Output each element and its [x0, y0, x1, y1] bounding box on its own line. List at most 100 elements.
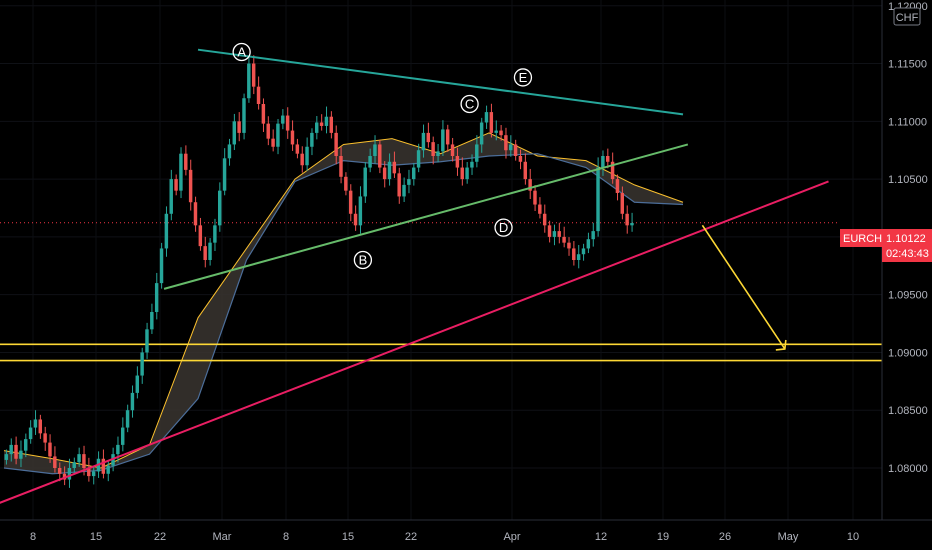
wave-label-circle	[232, 42, 251, 62]
candle-body	[601, 156, 605, 168]
arrow-shaft	[701, 224, 786, 350]
candle-body	[82, 454, 86, 468]
candle-body	[450, 144, 455, 156]
candle-body	[72, 462, 76, 468]
time-tick-label: May	[778, 531, 799, 543]
candle-body	[150, 312, 154, 330]
candle-body	[475, 144, 479, 162]
candle-body	[533, 190, 537, 205]
symbol-badge-text: EURCHF	[843, 233, 889, 245]
candle-body	[38, 419, 42, 434]
candle-body	[179, 153, 183, 191]
currency-badge[interactable]	[893, 7, 921, 26]
price-tick-label: 1.08500	[888, 405, 928, 417]
last-price-text: 1.10122	[886, 233, 926, 245]
price-tick-label: 1.08000	[888, 463, 928, 475]
candle-body	[513, 144, 518, 156]
candle-body	[237, 121, 241, 133]
time-axis-panel[interactable]	[0, 520, 932, 550]
candle-body	[441, 129, 445, 152]
time-tick-label: 8	[30, 531, 36, 543]
candle-body	[251, 63, 256, 87]
candle-body	[412, 167, 416, 180]
candle-body	[373, 144, 377, 156]
span-b-line	[3, 153, 684, 475]
candle-body	[567, 242, 571, 249]
candle-body	[125, 410, 130, 428]
candle-body	[382, 167, 387, 180]
candle-body	[276, 123, 280, 147]
projection-arrow	[701, 224, 787, 351]
candle-body	[421, 132, 426, 151]
candle-body	[591, 231, 595, 240]
candle-body	[281, 115, 285, 124]
candle-body	[547, 225, 552, 237]
candle-body	[557, 231, 561, 237]
wave-label-a: A	[237, 45, 246, 60]
candle-body	[397, 173, 401, 197]
candle-body	[610, 161, 615, 180]
chart-grid	[0, 0, 882, 520]
time-tick-label: 19	[657, 531, 669, 543]
candle-body	[479, 122, 484, 145]
candle-body	[329, 116, 333, 133]
candle-body	[552, 231, 557, 237]
candle-body	[630, 223, 634, 226]
candle-body	[509, 144, 513, 151]
candle-body	[218, 190, 222, 226]
candle-body	[538, 204, 542, 214]
time-axis-ticks: 8 15 22 Mar 8 15 22 Apr 12 19 26 May 10	[30, 531, 859, 543]
candle-body	[499, 130, 503, 136]
candle-body	[256, 86, 261, 104]
time-tick-label: 15	[342, 531, 354, 543]
symbol-badge	[840, 229, 882, 247]
candle-body	[121, 427, 125, 445]
candle-body	[271, 138, 275, 147]
time-tick-label: Mar	[213, 531, 232, 543]
candle-body	[159, 248, 164, 284]
candle-body	[358, 196, 363, 226]
candle-body	[504, 135, 508, 151]
wave-label-e: E	[519, 70, 528, 85]
candle-body	[368, 156, 372, 168]
candle-body	[387, 161, 392, 180]
candle-body	[407, 179, 411, 185]
candle-body	[431, 142, 435, 156]
candle-body	[67, 468, 72, 480]
candle-body	[542, 213, 547, 226]
wave-label-circle	[460, 94, 479, 114]
time-tick-label: 22	[405, 531, 417, 543]
price-tick-label: 1.11000	[888, 116, 927, 128]
price-tick-label: 1.09000	[888, 347, 928, 359]
candle-body	[300, 153, 304, 166]
candle-body	[169, 179, 173, 214]
candle-body	[319, 122, 324, 126]
last-price-badges: EURCHF 1.10122 02:43:43	[840, 229, 932, 262]
wave-label-circle	[494, 218, 513, 237]
candle-body	[620, 192, 624, 214]
candle-body	[213, 225, 217, 243]
candle-body	[193, 202, 198, 226]
wave-label-b: B	[359, 253, 368, 268]
price-tick-label: 1.11500	[888, 59, 927, 71]
wave-labels: A B C D E	[232, 42, 533, 270]
candle-body	[9, 444, 13, 455]
candle-body	[426, 132, 430, 143]
candle-body	[315, 122, 319, 133]
candle-body	[222, 158, 227, 191]
wave-label-circle	[513, 68, 533, 87]
wave-label-d: D	[499, 220, 508, 235]
time-tick-label: 12	[595, 531, 607, 543]
candle-body	[606, 156, 610, 162]
candle-body	[494, 130, 498, 133]
candle-body	[53, 456, 57, 468]
candle-body	[261, 104, 266, 124]
candle-body	[310, 132, 314, 147]
candle-body	[392, 161, 397, 174]
candle-body	[43, 433, 47, 443]
candle-body	[285, 115, 290, 131]
candle-body	[344, 176, 348, 191]
candle-body	[305, 146, 309, 166]
arrow-head	[775, 339, 787, 351]
